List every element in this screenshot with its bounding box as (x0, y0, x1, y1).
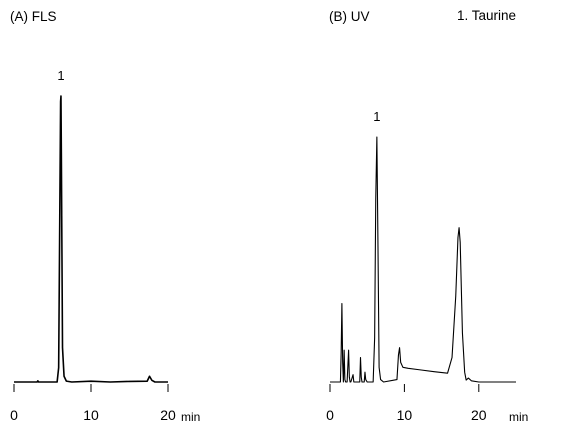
panel-b-trace-group (330, 136, 516, 383)
panel-a-trace-line (14, 95, 168, 383)
panel-b-x-axis: 0 10 20 (326, 384, 487, 423)
panel-b-x-unit: min (509, 410, 528, 424)
panel-a-x-unit: min (181, 410, 200, 424)
panel-b-peak-label: 1 (373, 109, 380, 124)
panel-b-uv: (B) UV 0 10 20 1 min (326, 9, 528, 424)
panel-a-fls: (A) FLS 0 10 20 1 min (10, 9, 200, 424)
panel-a-x-tick-label: 20 (160, 407, 176, 423)
panel-a-x-tick-label: 10 (83, 407, 99, 423)
panel-a-x-tick-label: 0 (10, 407, 18, 423)
compound-legend: 1. Taurine (457, 8, 516, 23)
panel-b-title: (B) UV (329, 9, 370, 24)
panel-b-x-tick-label: 10 (397, 407, 413, 423)
panel-a-title: (A) FLS (10, 9, 57, 24)
panel-b-x-tick-label: 0 (326, 407, 334, 423)
panel-a-trace-group (14, 95, 168, 383)
panel-b-x-tick-label: 20 (471, 407, 487, 423)
panel-a-peak-label: 1 (57, 68, 64, 83)
panel-a-x-axis: 0 10 20 (10, 384, 176, 423)
panel-b-trace-line (330, 136, 516, 383)
